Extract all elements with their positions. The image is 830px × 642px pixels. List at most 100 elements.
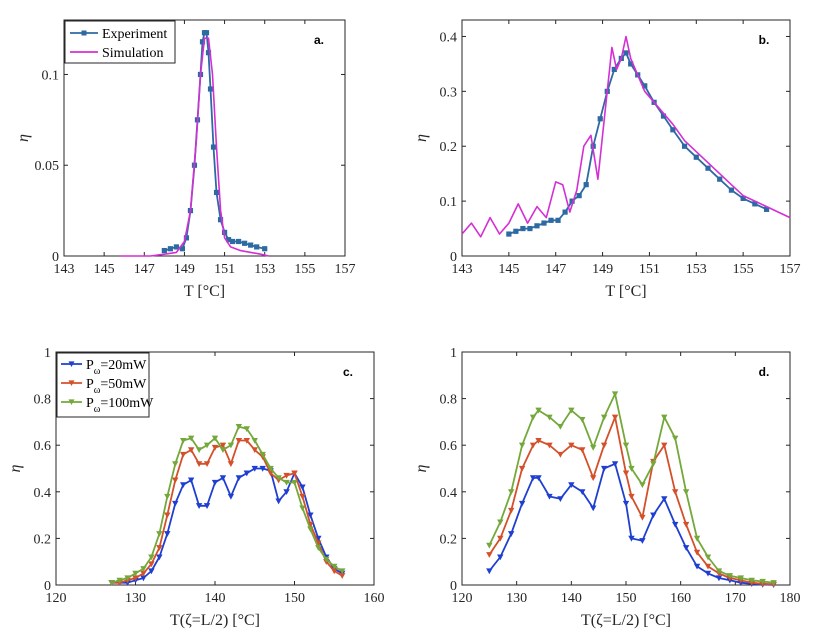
- legend-marker: [68, 380, 75, 386]
- data-point: [728, 187, 735, 193]
- data-point: [681, 143, 688, 149]
- data-point: [508, 531, 515, 537]
- data-point: [529, 414, 537, 421]
- y-tick-label: 1: [44, 346, 51, 361]
- data-point: [763, 206, 770, 212]
- y-axis-label: η: [413, 464, 430, 472]
- data-point: [235, 475, 243, 482]
- chart-panel-d: 120 130 140 150 160 170 180 0 0.2 0.4 0.6 0.8 1 T(ζ=L…: [413, 346, 801, 629]
- data-point: [748, 577, 755, 584]
- data-point: [569, 198, 575, 204]
- data-point: [187, 435, 195, 442]
- x-tick-label: 143: [452, 262, 473, 277]
- data-point: [195, 503, 203, 509]
- x-tick-label: 130: [125, 591, 146, 606]
- x-tick-label: 160: [670, 591, 691, 606]
- legend-label: Pω=100mW: [86, 396, 154, 415]
- data-point: [156, 531, 163, 537]
- data-point: [164, 493, 171, 500]
- data-point: [557, 423, 564, 430]
- data-point: [534, 223, 540, 229]
- series-line: [120, 37, 269, 257]
- data-point: [156, 554, 163, 561]
- data-point: [339, 573, 346, 579]
- data-point: [527, 225, 533, 232]
- data-point: [251, 437, 258, 444]
- data-point: [717, 176, 723, 182]
- data-point: [555, 217, 561, 223]
- data-point: [600, 442, 608, 449]
- series-0: [506, 50, 770, 237]
- series-2: [486, 391, 777, 586]
- data-point: [199, 39, 206, 45]
- legend-marker: [68, 361, 75, 367]
- data-point: [639, 514, 646, 521]
- data-point: [660, 113, 667, 119]
- y-tick-label: 0.05: [35, 159, 60, 174]
- data-point: [600, 465, 608, 472]
- y-tick-label: 0.2: [34, 532, 52, 547]
- x-tick-label: 147: [134, 262, 155, 277]
- data-point: [217, 217, 224, 223]
- data-point: [600, 414, 608, 421]
- series-0: [486, 461, 777, 588]
- y-tick-label: 0.3: [440, 85, 458, 100]
- axes-frame: [63, 19, 346, 257]
- x-tick-label: 150: [284, 591, 305, 606]
- data-point: [213, 189, 220, 196]
- data-point: [693, 549, 701, 556]
- y-tick-label: 0: [52, 250, 59, 265]
- data-point: [682, 521, 690, 528]
- data-point: [140, 570, 147, 577]
- data-point: [590, 505, 597, 512]
- y-axis-label: η: [7, 464, 24, 472]
- series-line: [461, 35, 791, 238]
- x-tick-label: 149: [174, 262, 195, 277]
- data-point: [639, 482, 646, 489]
- data-point: [508, 489, 515, 495]
- data-point: [195, 461, 203, 468]
- data-point: [726, 573, 734, 579]
- y-tick-label: 0.2: [440, 532, 458, 547]
- data-point: [307, 512, 314, 519]
- x-tick-label: 151: [214, 262, 235, 277]
- data-point: [172, 461, 179, 468]
- data-point: [211, 444, 219, 451]
- data-point: [611, 66, 617, 72]
- data-point: [639, 538, 646, 544]
- data-point: [195, 447, 203, 454]
- x-tick-label: 145: [94, 262, 115, 277]
- data-point: [299, 505, 306, 512]
- data-point: [227, 442, 235, 449]
- x-tick-label: 120: [46, 591, 67, 606]
- data-point: [693, 154, 699, 160]
- data-point: [518, 500, 526, 507]
- series-1: [461, 35, 791, 238]
- data-point: [203, 442, 211, 449]
- data-point: [205, 50, 212, 56]
- x-tick-label: 150: [616, 591, 637, 606]
- data-point: [207, 86, 214, 92]
- data-point: [180, 451, 187, 458]
- data-point: [172, 500, 179, 507]
- x-tick-label: 157: [335, 262, 356, 277]
- chart-panel-b: 143 145 147 149 151 153 155 157 0 0.1 0.2 0.3 0.4 T […: [413, 19, 801, 300]
- data-point: [759, 578, 766, 585]
- data-point: [704, 554, 712, 561]
- data-point: [140, 575, 147, 582]
- x-tick-label: 120: [452, 591, 473, 606]
- legend-label: Pω=50mW: [86, 377, 147, 396]
- y-axis-label: η: [413, 134, 430, 142]
- data-point: [275, 475, 282, 482]
- x-tick-label: 160: [364, 591, 385, 606]
- data-point: [546, 493, 553, 500]
- data-point: [179, 246, 186, 252]
- data-point: [579, 489, 586, 495]
- data-point: [243, 426, 250, 433]
- data-point: [187, 477, 195, 484]
- data-point: [682, 489, 690, 495]
- x-tick-label: 153: [686, 262, 707, 277]
- y-tick-label: 0.6: [440, 439, 458, 454]
- data-point: [262, 246, 268, 252]
